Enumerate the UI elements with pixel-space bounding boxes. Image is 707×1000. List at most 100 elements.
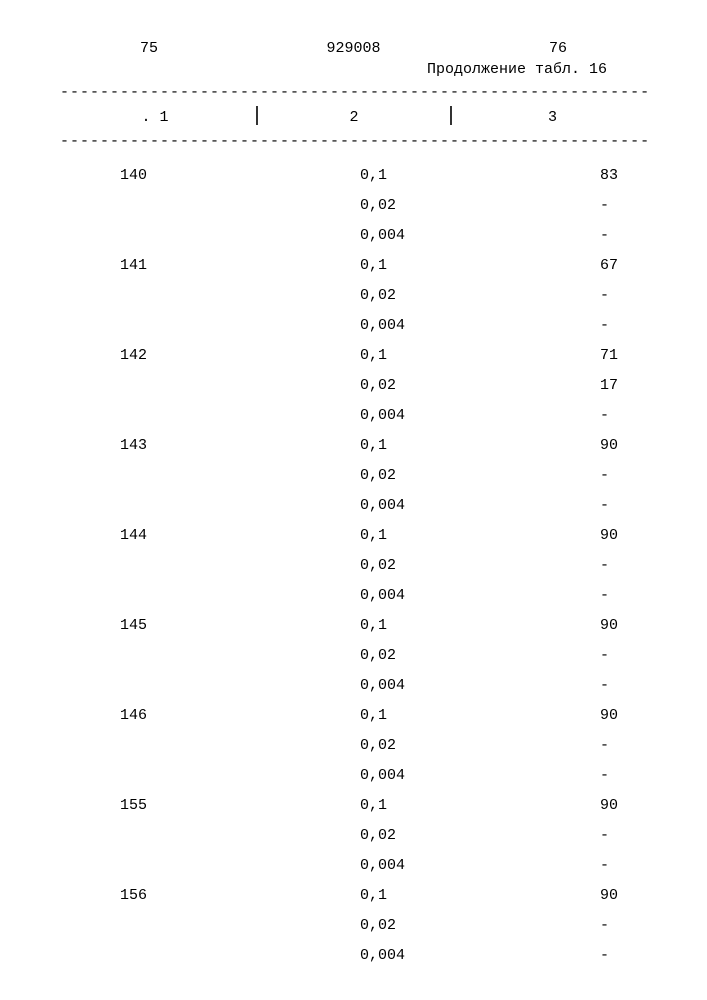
table-row: 1430,190 xyxy=(60,430,647,460)
table-row: 0,004- xyxy=(60,220,647,250)
table-row: 0,004- xyxy=(60,940,647,970)
cell-col3: - xyxy=(540,287,647,304)
cell-col3: - xyxy=(540,227,647,244)
rule-bottom: ----------------------------------------… xyxy=(60,133,647,150)
cell-col3: 90 xyxy=(540,437,647,454)
cell-col2: 0,004 xyxy=(320,587,540,604)
cell-col3: - xyxy=(540,767,647,784)
table-row: 1400,183 xyxy=(60,160,647,190)
table-row: 0,02- xyxy=(60,640,647,670)
table-row: 0,02- xyxy=(60,190,647,220)
table-row: 1550,190 xyxy=(60,790,647,820)
table-row: 1410,167 xyxy=(60,250,647,280)
cell-col2: 0,02 xyxy=(320,647,540,664)
table-row: 0,004- xyxy=(60,760,647,790)
cell-col1: 140 xyxy=(60,167,320,184)
cell-col3: - xyxy=(540,857,647,874)
cell-col2: 0,02 xyxy=(320,377,540,394)
table-header-row: . 1 | 2 | 3 xyxy=(60,103,647,131)
table-row: 1460,190 xyxy=(60,700,647,730)
cell-col3: 71 xyxy=(540,347,647,364)
cell-col2: 0,02 xyxy=(320,827,540,844)
col-sep-2: | xyxy=(444,110,458,124)
cell-col2: 0,1 xyxy=(320,167,540,184)
table-row: 0,004- xyxy=(60,490,647,520)
cell-col1: 142 xyxy=(60,347,320,364)
cell-col3: 90 xyxy=(540,797,647,814)
table-row: 0,004- xyxy=(60,400,647,430)
table-row: 0,02- xyxy=(60,550,647,580)
table-row: 0,02- xyxy=(60,820,647,850)
cell-col2: 0,004 xyxy=(320,677,540,694)
cell-col3: - xyxy=(540,557,647,574)
cell-col2: 0,02 xyxy=(320,917,540,934)
cell-col2: 0,004 xyxy=(320,947,540,964)
cell-col1: 144 xyxy=(60,527,320,544)
cell-col3: - xyxy=(540,317,647,334)
cell-col1: 146 xyxy=(60,707,320,724)
cell-col2: 0,004 xyxy=(320,407,540,424)
table-row: 0,004- xyxy=(60,670,647,700)
table-row: 0,02- xyxy=(60,730,647,760)
cell-col2: 0,02 xyxy=(320,737,540,754)
page-num-right: 76 xyxy=(425,40,647,57)
cell-col2: 0,1 xyxy=(320,437,540,454)
cell-col2: 0,1 xyxy=(320,707,540,724)
table-body: 1400,1830,02-0,004-1410,1670,02-0,004-14… xyxy=(60,160,647,970)
cell-col3: 90 xyxy=(540,887,647,904)
cell-col2: 0,004 xyxy=(320,767,540,784)
table-row: 0,02- xyxy=(60,460,647,490)
cell-col2: 0,02 xyxy=(320,557,540,574)
cell-col2: 0,1 xyxy=(320,887,540,904)
table-row: 0,0217 xyxy=(60,370,647,400)
cell-col3: - xyxy=(540,737,647,754)
cell-col3: 17 xyxy=(540,377,647,394)
cell-col3: 90 xyxy=(540,527,647,544)
cell-col2: 0,1 xyxy=(320,257,540,274)
cell-col3: - xyxy=(540,587,647,604)
cell-col3: - xyxy=(540,647,647,664)
col-header-1: . 1 xyxy=(60,109,250,126)
cell-col3: - xyxy=(540,947,647,964)
table-row: 0,004- xyxy=(60,310,647,340)
cell-col2: 0,004 xyxy=(320,857,540,874)
page-num-left: 75 xyxy=(60,40,282,57)
cell-col3: - xyxy=(540,497,647,514)
cell-col2: 0,004 xyxy=(320,497,540,514)
cell-col3: - xyxy=(540,677,647,694)
table-row: 1560,190 xyxy=(60,880,647,910)
cell-col3: - xyxy=(540,467,647,484)
cell-col2: 0,004 xyxy=(320,317,540,334)
cell-col3: 90 xyxy=(540,707,647,724)
cell-col2: 0,004 xyxy=(320,227,540,244)
table-row: 1450,190 xyxy=(60,610,647,640)
doc-number: 929008 xyxy=(282,40,424,57)
cell-col2: 0,1 xyxy=(320,527,540,544)
table-row: 0,02- xyxy=(60,280,647,310)
col-sep-1: | xyxy=(250,110,264,124)
cell-col1: 143 xyxy=(60,437,320,454)
cell-col1: 156 xyxy=(60,887,320,904)
cell-col3: - xyxy=(540,197,647,214)
cell-col2: 0,02 xyxy=(320,467,540,484)
cell-col1: 155 xyxy=(60,797,320,814)
cell-col3: 90 xyxy=(540,617,647,634)
cell-col3: - xyxy=(540,827,647,844)
col-header-3: 3 xyxy=(458,109,647,126)
cell-col1: 145 xyxy=(60,617,320,634)
cell-col2: 0,1 xyxy=(320,347,540,364)
continuation-label: Продолжение табл. 16 xyxy=(60,61,647,78)
page-header: 75 929008 76 xyxy=(60,40,647,57)
table-row: 1440,190 xyxy=(60,520,647,550)
cell-col3: 83 xyxy=(540,167,647,184)
cell-col2: 0,02 xyxy=(320,197,540,214)
cell-col2: 0,02 xyxy=(320,287,540,304)
page: 75 929008 76 Продолжение табл. 16 ------… xyxy=(0,0,707,1000)
cell-col2: 0,1 xyxy=(320,617,540,634)
cell-col3: - xyxy=(540,407,647,424)
cell-col3: - xyxy=(540,917,647,934)
rule-top: ----------------------------------------… xyxy=(60,84,647,101)
cell-col3: 67 xyxy=(540,257,647,274)
cell-col2: 0,1 xyxy=(320,797,540,814)
table-row: 0,004- xyxy=(60,850,647,880)
